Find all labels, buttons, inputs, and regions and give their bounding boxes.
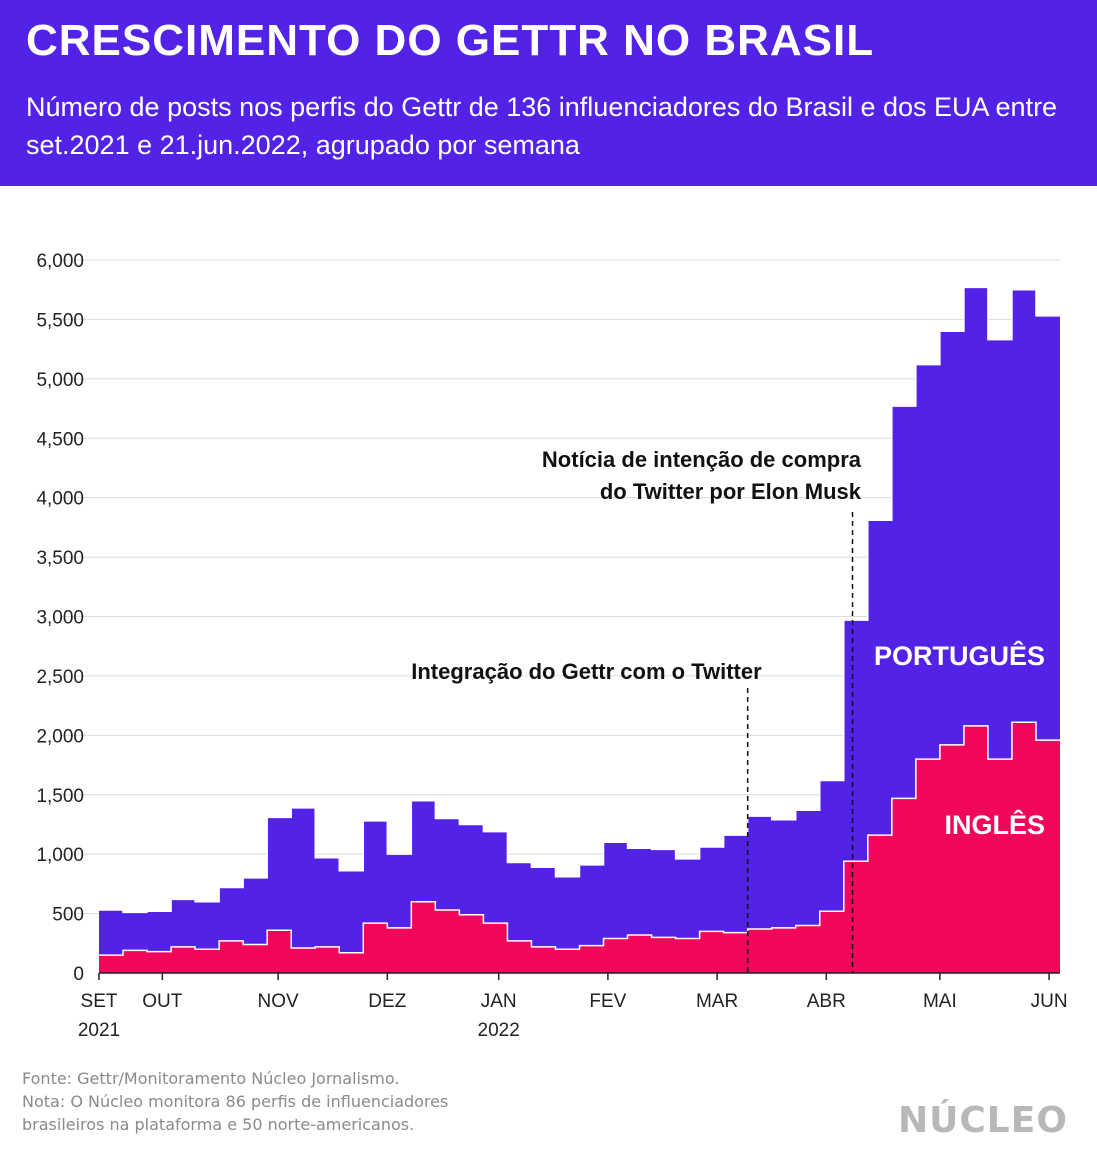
annotations: Integração do Gettr com o Twitter Notícia… <box>411 447 862 973</box>
x-tick-label: SET <box>81 991 118 1012</box>
y-tick-label: 500 <box>52 905 84 926</box>
footnote-line-2: brasileiros na plataforma e 50 norte-ame… <box>22 1115 415 1134</box>
y-tick-label: 3,500 <box>36 548 84 569</box>
source-note: Fonte: Gettr/Monitoramento Núcleo Jornal… <box>22 1069 400 1088</box>
chart-subtitle: Número de posts nos perfis do Gettr de 1… <box>26 92 1058 160</box>
x-tick-label: NOV <box>258 991 300 1012</box>
x-tick-label: DEZ <box>368 991 406 1012</box>
x-tick-label: JAN <box>481 991 517 1012</box>
y-tick-label: 1,500 <box>36 786 84 807</box>
edge-ingles <box>99 721 1060 956</box>
y-axis-labels: 0 500 1,000 1,500 2,000 2,500 3,000 3,500 4,000 4… <box>36 251 84 985</box>
x-tick-label: JUN <box>1031 991 1068 1012</box>
series-label-ingles: INGLÊS <box>944 809 1045 840</box>
y-tick-label: 5,500 <box>36 310 84 331</box>
x-tick-label: OUT <box>142 991 183 1012</box>
annotation-integration: Integração do Gettr com o Twitter <box>411 659 762 684</box>
y-tick-label: 4,000 <box>36 489 84 510</box>
y-tick-label: 4,500 <box>36 429 84 450</box>
chart-title: CRESCIMENTO DO GETTR NO BRASIL <box>26 16 875 65</box>
stacked-area-chart: 0 500 1,000 1,500 2,000 2,500 3,000 3,500 4,000 4… <box>36 251 1068 1041</box>
y-tick-label: 3,000 <box>36 608 84 629</box>
y-tick-label: 1,000 <box>36 845 84 866</box>
x-tick-year: 2022 <box>478 1020 520 1041</box>
nucleo-logo: NÚCLEO <box>898 1100 1068 1141</box>
y-tick-label: 2,500 <box>36 667 84 688</box>
x-axis-labels: SET 2021 OUT NOV DEZ JAN 2022 FEV MAR ABR MAI JUN <box>78 973 1068 1041</box>
chart-footer: Fonte: Gettr/Monitoramento Núcleo Jornal… <box>22 1067 448 1136</box>
series-labels: PORTUGUÊS INGLÊS <box>874 640 1045 840</box>
footnote-line-1: Nota: O Núcleo monitora 86 perfis de inf… <box>22 1092 449 1111</box>
y-tick-label: 2,000 <box>36 726 84 747</box>
x-tick-label: MAI <box>923 991 957 1012</box>
annotation-musk-line2: do Twitter por Elon Musk <box>600 479 862 504</box>
x-tick-label: MAR <box>696 991 738 1012</box>
y-tick-label: 0 <box>73 964 84 985</box>
y-tick-label: 6,000 <box>36 251 84 272</box>
series-label-portugues: PORTUGUÊS <box>874 640 1045 671</box>
annotation-musk-line1: Notícia de intenção de compra <box>542 447 862 472</box>
x-tick-label: ABR <box>807 991 846 1012</box>
gridlines <box>60 259 1060 915</box>
x-tick-label: FEV <box>589 991 626 1012</box>
y-tick-label: 5,000 <box>36 370 84 391</box>
series-areas <box>99 286 1060 974</box>
edge-portugues <box>99 286 1060 914</box>
x-tick-year: 2021 <box>78 1020 120 1041</box>
chart-header: CRESCIMENTO DO GETTR NO BRASIL Número de… <box>0 0 1097 186</box>
